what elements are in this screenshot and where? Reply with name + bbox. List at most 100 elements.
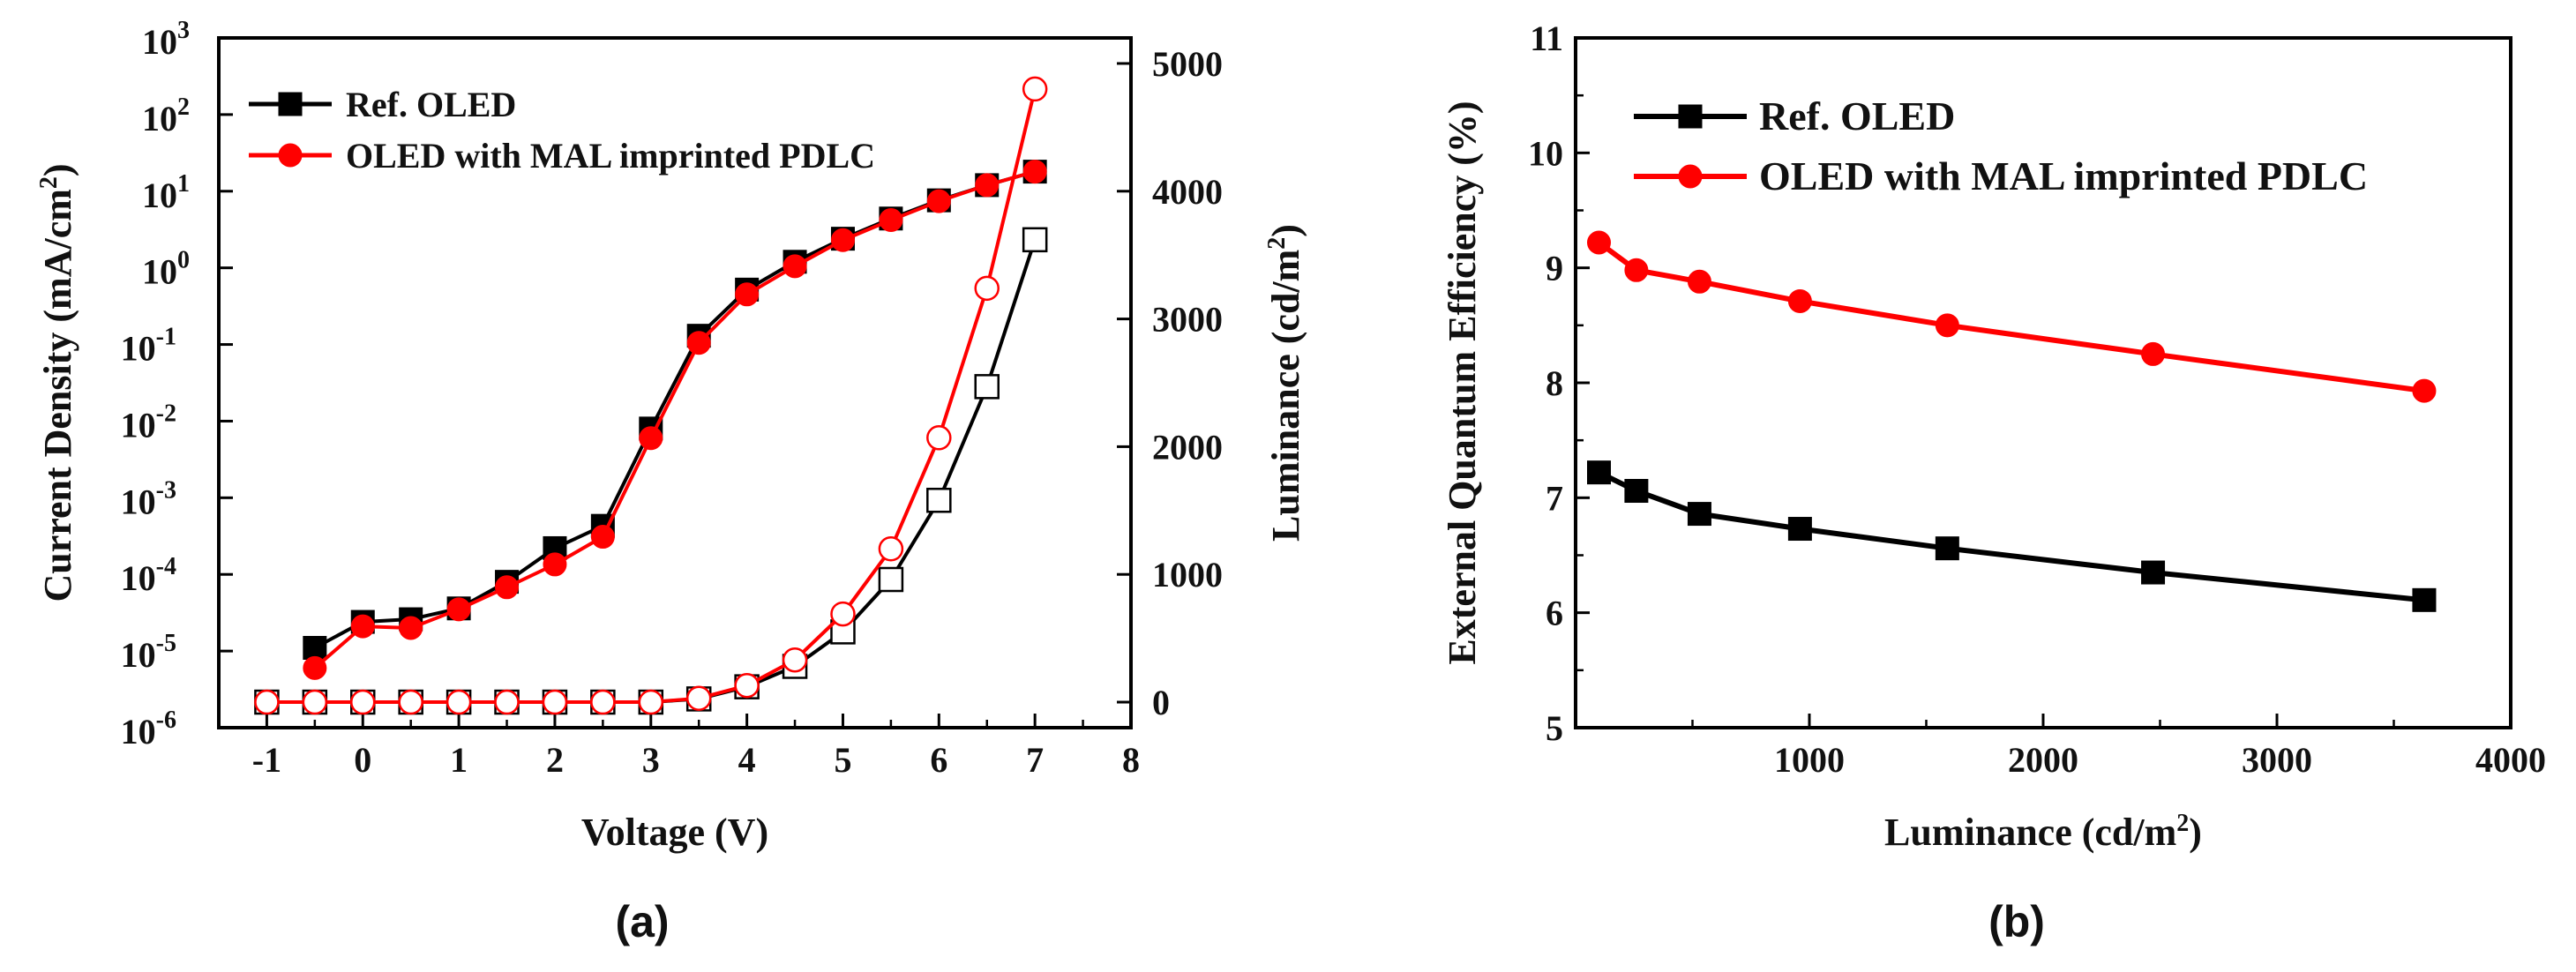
panel-a-data-point [879, 208, 903, 233]
panel-a-data-point [446, 597, 471, 622]
panel-b-x-tick-label: 2000 [2008, 740, 2078, 780]
panel-a-series-line [266, 88, 1037, 705]
panel-a-y-tick-label: 10-6 [121, 707, 176, 751]
panel-b-series [1587, 230, 2437, 612]
panel-b-data-point [2141, 341, 2166, 366]
panel-a-x-tick-label: 0 [354, 740, 371, 780]
panel-a-data-point [590, 689, 616, 715]
panel-a-series-line [266, 239, 1037, 705]
panel-a-x-tick-label: 2 [546, 740, 564, 780]
panel-b-data-point [1624, 258, 1649, 282]
panel-b-caption: (b) [1988, 897, 2045, 946]
panel-b-y-tick-label: 11 [1530, 19, 1563, 58]
panel-b-y-tick-label: 8 [1546, 363, 1563, 403]
panel-a-y2-tick-label: 2000 [1152, 427, 1223, 467]
panel-b-data-point [1787, 288, 1812, 313]
panel-b-x-tick-label: 4000 [2475, 740, 2546, 780]
panel-a-data-point [735, 282, 760, 307]
panel-a-series-line [313, 169, 1036, 669]
panel-a-x-tick-label: 6 [930, 740, 947, 780]
panel-b-legend-swatch-marker [1678, 164, 1703, 189]
panel-a-data-point [303, 636, 327, 661]
panel-b-data-point [1935, 536, 1959, 561]
panel-a-legend: Ref. OLED OLED with MAL imprinted PDLC [249, 85, 875, 176]
panel-a-data-point [254, 689, 280, 715]
panel-b-x-axis-label: Luminance (cd/m2) [1884, 810, 2202, 854]
panel-b-series-line [1598, 469, 2425, 603]
panel-a-data-point [590, 525, 615, 550]
panel-a-x-tick-label: 4 [738, 740, 756, 780]
panel-a-data-point [685, 685, 712, 711]
panel-a-x-tick-label: 8 [1122, 740, 1140, 780]
panel-b-legend-label: Ref. OLED [1759, 93, 1955, 138]
panel-b-legend-label: OLED with MAL imprinted PDLC [1759, 153, 2368, 198]
panel-a-x-tick-label: 1 [450, 740, 468, 780]
panel-a-data-point [878, 536, 904, 562]
panel-b-data-point [1787, 517, 1812, 542]
panel-a-data-point [639, 426, 663, 451]
panel-b-y-tick-label: 7 [1546, 478, 1563, 518]
panel-b-data-point [1687, 502, 1711, 527]
panel-b-legend: Ref. OLED OLED with MAL imprinted PDLC [1634, 93, 2368, 198]
panel-b-data-point [1687, 269, 1711, 294]
panel-a-data-point [830, 228, 855, 252]
panel-b-data-point [2412, 378, 2437, 403]
panel-b-data-point [1587, 230, 1611, 255]
panel-a-y-tick-label: 103 [142, 17, 190, 62]
panel-a-x-tick-label: 7 [1026, 740, 1044, 780]
panel-b-series-line [1597, 240, 2425, 394]
panel-a-data-point [926, 425, 952, 451]
panel-a-x-tick-label: 3 [642, 740, 660, 780]
panel-a-data-point [446, 689, 472, 715]
panel-a-data-point [494, 689, 520, 715]
panel-b-y-tick-label: 9 [1546, 249, 1563, 288]
panel-a-caption: (a) [615, 897, 669, 946]
panel-b-data-point [2141, 560, 2166, 585]
panel-a-data-point [350, 614, 375, 639]
panel-b-x-tick-label: 1000 [1774, 740, 1845, 780]
panel-a-y2-tick-label: 1000 [1152, 555, 1223, 594]
panel-a-y-tick-label: 101 [142, 170, 190, 215]
panel-a-y2-tick-label: 3000 [1152, 300, 1223, 340]
panel-b-data-point [1935, 313, 1959, 338]
panel-a-data-point [350, 689, 376, 715]
panel-a-data-point [975, 173, 1000, 198]
panel-a-series-line [313, 169, 1036, 650]
panel-a-data-point [830, 601, 856, 627]
panel-a-y-tick-label: 10-5 [121, 630, 176, 675]
panel-a-y2-tick-label: 5000 [1152, 44, 1223, 84]
panel-a-data-point [542, 689, 568, 715]
panel-a-data-point [974, 275, 1000, 302]
panel-a-data-point [1022, 160, 1047, 184]
panel-a-data-point [686, 331, 711, 355]
panel-a-legend-label: Ref. OLED [346, 85, 516, 124]
panel-a-legend-swatch-marker [278, 92, 303, 116]
panel-b-ticks: 1000 2000 3000 4000 5 6 7 8 9 10 11 [1528, 19, 2546, 780]
panel-a-y-tick-label: 10-1 [121, 324, 176, 369]
panel-a-y2-tick-label: 4000 [1152, 172, 1223, 212]
panel-a-data-point [926, 189, 951, 213]
panel-b-data-point [1624, 479, 1649, 504]
panel-a-data-point [638, 689, 664, 715]
panel-a-y-tick-label: 100 [142, 247, 190, 292]
panel-a-y-tick-label: 102 [142, 93, 190, 138]
panel-a-data-point [734, 672, 760, 699]
panel-a-data-point [1022, 76, 1048, 102]
panel-a-data-point [543, 552, 567, 577]
panel-a-data-point [398, 689, 423, 715]
panel-a-y-tick-label: 10-2 [121, 400, 176, 445]
panel-a-data-point [1022, 227, 1048, 253]
panel-a-data-point [302, 689, 328, 715]
panel-a-ticks: -1 0 1 2 3 4 5 6 7 8 10-6 10-5 10-4 10-3 10-2 10-1 100 10… [121, 17, 1223, 780]
panel-a-x-axis-label: Voltage (V) [581, 811, 768, 854]
panel-b-chart: 1000 2000 3000 4000 5 6 7 8 9 10 11 Ref. OLED OLED … [1441, 19, 2546, 946]
panel-a-data-point [974, 374, 1000, 400]
panel-b-y-tick-label: 10 [1528, 133, 1563, 173]
panel-a-data-point [303, 655, 327, 680]
panel-a-y2-axis-label: Luminance (cd/m2) [1263, 224, 1307, 542]
panel-a-data-point [495, 575, 520, 600]
panel-b-y-axis-label: External Quantum Efficiency (%) [1441, 101, 1484, 664]
panel-a-chart: -1 0 1 2 3 4 5 6 7 8 10-6 10-5 10-4 10-3 10-2 10-1 100 10… [35, 17, 1307, 946]
panel-a-legend-label: OLED with MAL imprinted PDLC [346, 136, 875, 176]
